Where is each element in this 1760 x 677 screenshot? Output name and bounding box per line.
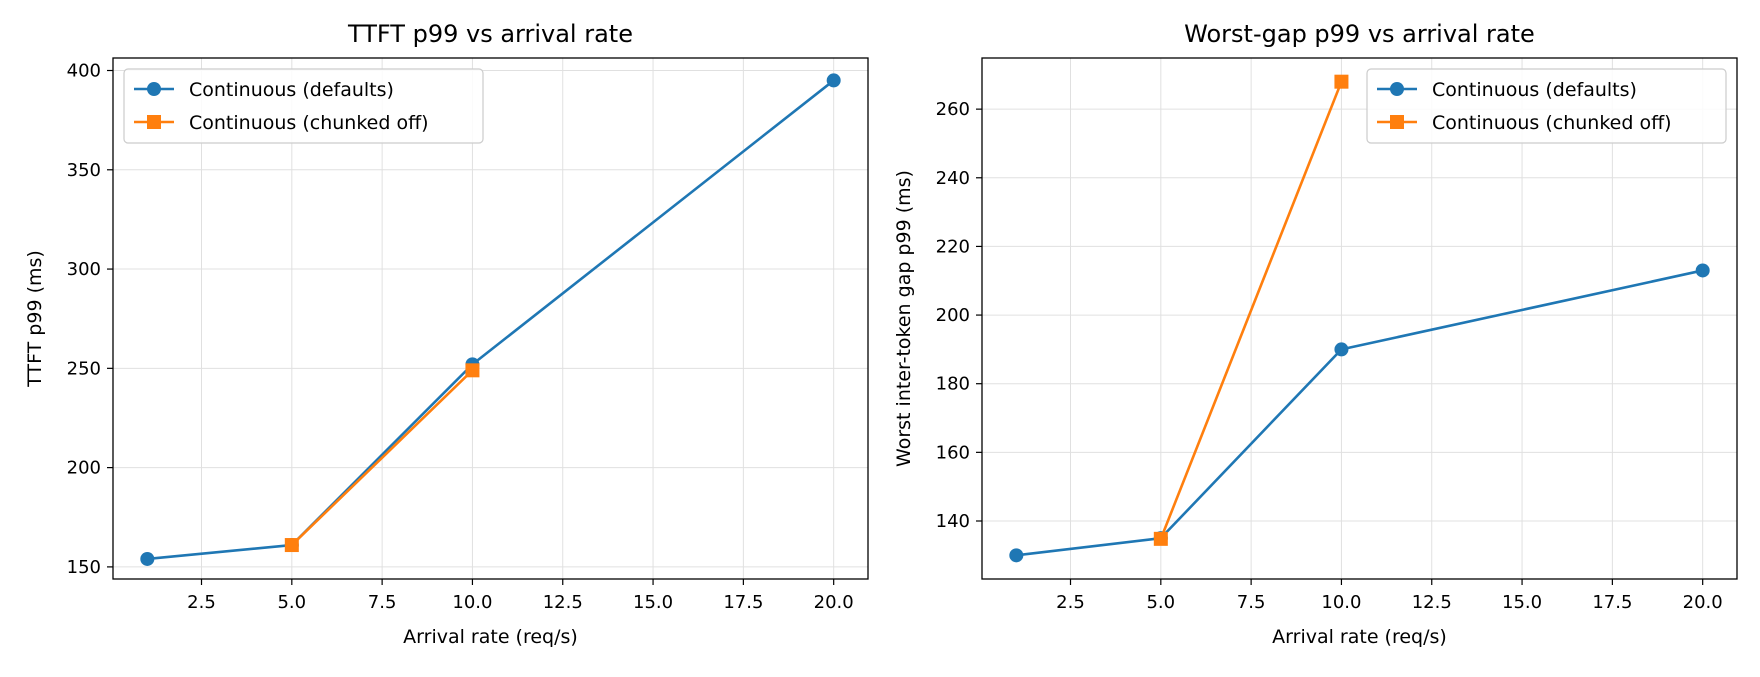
chart-title: Worst-gap p99 vs arrival rate [1184, 20, 1535, 48]
chart-title: TTFT p99 vs arrival rate [347, 20, 633, 48]
y-tick-label: 140 [936, 511, 970, 532]
legend-label: Continuous (chunked off) [189, 112, 429, 134]
data-point [1695, 263, 1710, 278]
y-tick-label: 220 [936, 236, 970, 257]
legend-marker [147, 82, 161, 96]
series-line-1 [147, 79, 835, 561]
data-point [140, 551, 155, 566]
legend-label: Continuous (defaults) [1432, 79, 1637, 101]
data-point [1334, 74, 1349, 89]
x-axis-label: Arrival rate (req/s) [403, 626, 578, 648]
y-axis-label: Worst inter-token gap p99 (ms) [893, 170, 915, 467]
series-line-1 [1016, 269, 1703, 557]
data-point [826, 73, 841, 88]
data-point [1153, 531, 1168, 546]
y-tick-label: 350 [67, 160, 101, 181]
legend-marker [1390, 115, 1404, 129]
legend-marker [147, 115, 161, 129]
legend: Continuous (defaults) Continuous (chunked… [123, 68, 484, 144]
x-tick-label: 5.0 [277, 592, 306, 613]
legend-label: Continuous (defaults) [189, 79, 394, 101]
legend-marker [1390, 82, 1404, 96]
legend-label: Continuous (chunked off) [1432, 112, 1672, 134]
axes-frame [112, 57, 869, 580]
series-line-2 [290, 369, 474, 546]
x-tick-label: 5.0 [1146, 592, 1175, 613]
legend-box [1366, 68, 1727, 144]
y-tick-label: 300 [67, 259, 101, 280]
y-tick-label: 160 [936, 442, 970, 463]
x-tick-label: 10.0 [1321, 592, 1361, 613]
y-tick-label: 150 [67, 557, 101, 578]
x-tick-label: 15.0 [1502, 592, 1542, 613]
y-tick-label: 240 [936, 168, 970, 189]
y-axis-label: TTFT p99 (ms) [24, 250, 46, 388]
x-axis-label: Arrival rate (req/s) [1272, 626, 1447, 648]
x-tick-label: 7.5 [1237, 592, 1266, 613]
series-line-2 [1159, 81, 1343, 540]
y-tick-label: 250 [67, 358, 101, 379]
data-point [465, 363, 480, 378]
x-tick-label: 17.5 [1592, 592, 1632, 613]
data-point [1009, 548, 1024, 563]
data-point [284, 538, 299, 553]
x-tick-label: 10.0 [452, 592, 492, 613]
x-tick-label: 15.0 [633, 592, 673, 613]
x-tick-label: 2.5 [1056, 592, 1085, 613]
axes-frame [981, 57, 1738, 580]
y-tick-label: 180 [936, 374, 970, 395]
y-tick-label: 260 [936, 99, 970, 120]
x-tick-label: 20.0 [1683, 592, 1723, 613]
x-tick-label: 20.0 [814, 592, 854, 613]
data-point [1334, 342, 1349, 357]
x-tick-label: 12.5 [543, 592, 583, 613]
y-tick-label: 200 [936, 305, 970, 326]
x-tick-label: 17.5 [723, 592, 763, 613]
x-tick-label: 2.5 [187, 592, 216, 613]
chart-panel-2: 2.5 5.0 7.5 10.0 12.5 15.0 17.5 20.0 140 160 180 20… [893, 20, 1738, 648]
legend-box [123, 68, 484, 144]
x-tick-label: 12.5 [1412, 592, 1452, 613]
y-tick-label: 200 [67, 458, 101, 479]
chart-panel-1: 2.5 5.0 7.5 10.0 12.5 15.0 17.5 20.0 150 200 250 30… [24, 20, 869, 648]
legend: Continuous (defaults) Continuous (chunked… [1366, 68, 1727, 144]
x-tick-label: 7.5 [368, 592, 397, 613]
y-tick-label: 400 [67, 61, 101, 82]
